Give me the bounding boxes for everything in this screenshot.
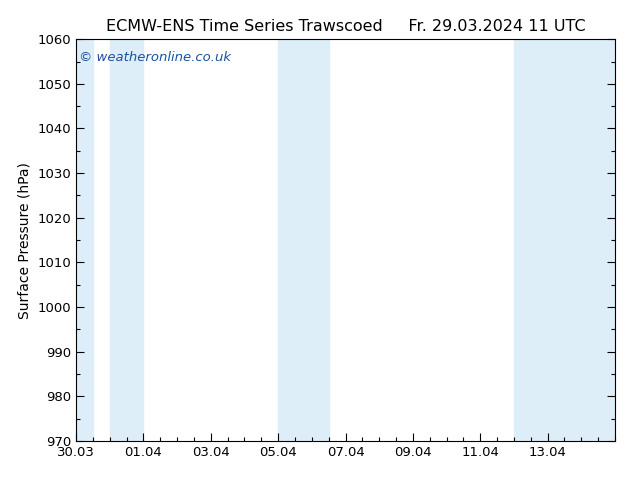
Bar (110, 39, 143, 441)
Bar (514, 39, 548, 441)
Y-axis label: Surface Pressure (hPa): Surface Pressure (hPa) (18, 162, 32, 318)
Bar (278, 39, 312, 441)
Bar (312, 39, 328, 441)
Bar (548, 39, 615, 441)
Bar (76, 39, 93, 441)
Title: ECMW-ENS Time Series Trawscoed     Fr. 29.03.2024 11 UTC: ECMW-ENS Time Series Trawscoed Fr. 29.03… (106, 19, 585, 34)
Text: © weatheronline.co.uk: © weatheronline.co.uk (79, 51, 231, 64)
